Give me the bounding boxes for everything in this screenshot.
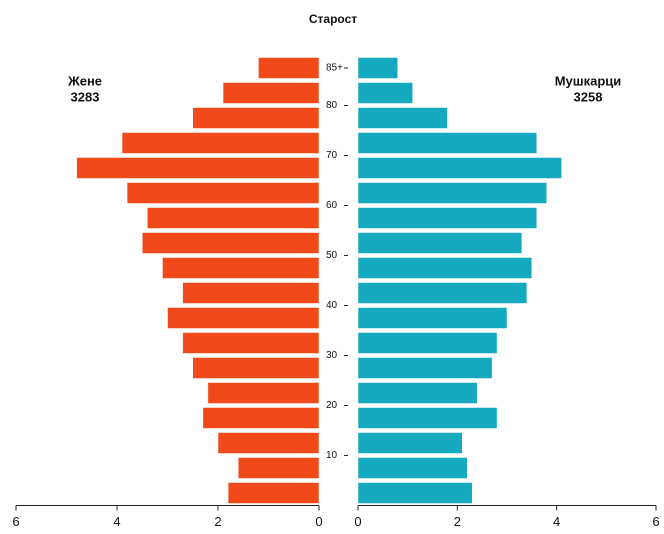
bar (126, 182, 320, 204)
bar (121, 132, 320, 154)
bar (192, 357, 320, 379)
bar (357, 332, 498, 354)
bar (167, 307, 320, 329)
bar (162, 257, 320, 279)
bar (202, 407, 320, 429)
bar (357, 107, 448, 129)
bar (207, 382, 320, 404)
x-tick-label: 2 (454, 514, 461, 529)
y-tick-label: 30 (326, 350, 338, 361)
bar (142, 232, 320, 254)
legend-total: 3283 (71, 89, 100, 104)
y-tick-label: 20 (326, 400, 338, 411)
bar (222, 82, 320, 104)
y-tick-label: 85+ (326, 63, 343, 74)
bar (357, 132, 538, 154)
bar (357, 57, 398, 79)
x-tick-label: 0 (315, 514, 322, 529)
bar (217, 432, 320, 454)
bar (357, 432, 463, 454)
bar (227, 482, 320, 504)
legend-total: 3258 (574, 89, 603, 104)
bar (357, 82, 413, 104)
x-tick-label: 6 (652, 514, 659, 529)
x-tick-label: 2 (214, 514, 221, 529)
bar (357, 307, 508, 329)
bar (357, 182, 547, 204)
bar (357, 257, 533, 279)
y-tick-label: 40 (326, 300, 338, 311)
bar (357, 357, 493, 379)
bar (258, 57, 320, 79)
x-tick-label: 4 (553, 514, 560, 529)
bar (357, 457, 468, 479)
x-tick-label: 0 (354, 514, 361, 529)
bar (182, 332, 320, 354)
bar (237, 457, 320, 479)
legend-name: Мушкарци (555, 73, 622, 88)
bar (357, 482, 473, 504)
bar (182, 282, 320, 304)
bar (147, 207, 320, 229)
bar (192, 107, 320, 129)
y-tick-label: 10 (326, 450, 338, 461)
bar (357, 282, 528, 304)
x-tick-label: 6 (12, 514, 19, 529)
chart-title: Старост (309, 12, 357, 26)
bar (76, 157, 320, 179)
bar (357, 382, 478, 404)
y-tick-label: 80 (326, 100, 338, 111)
y-tick-label: 70 (326, 150, 338, 161)
bar (357, 232, 523, 254)
bar (357, 407, 498, 429)
y-tick-label: 50 (326, 250, 338, 261)
bar (357, 207, 538, 229)
legend-name: Жене (67, 73, 102, 88)
y-tick-label: 60 (326, 200, 338, 211)
bar (357, 157, 562, 179)
x-tick-label: 4 (113, 514, 120, 529)
